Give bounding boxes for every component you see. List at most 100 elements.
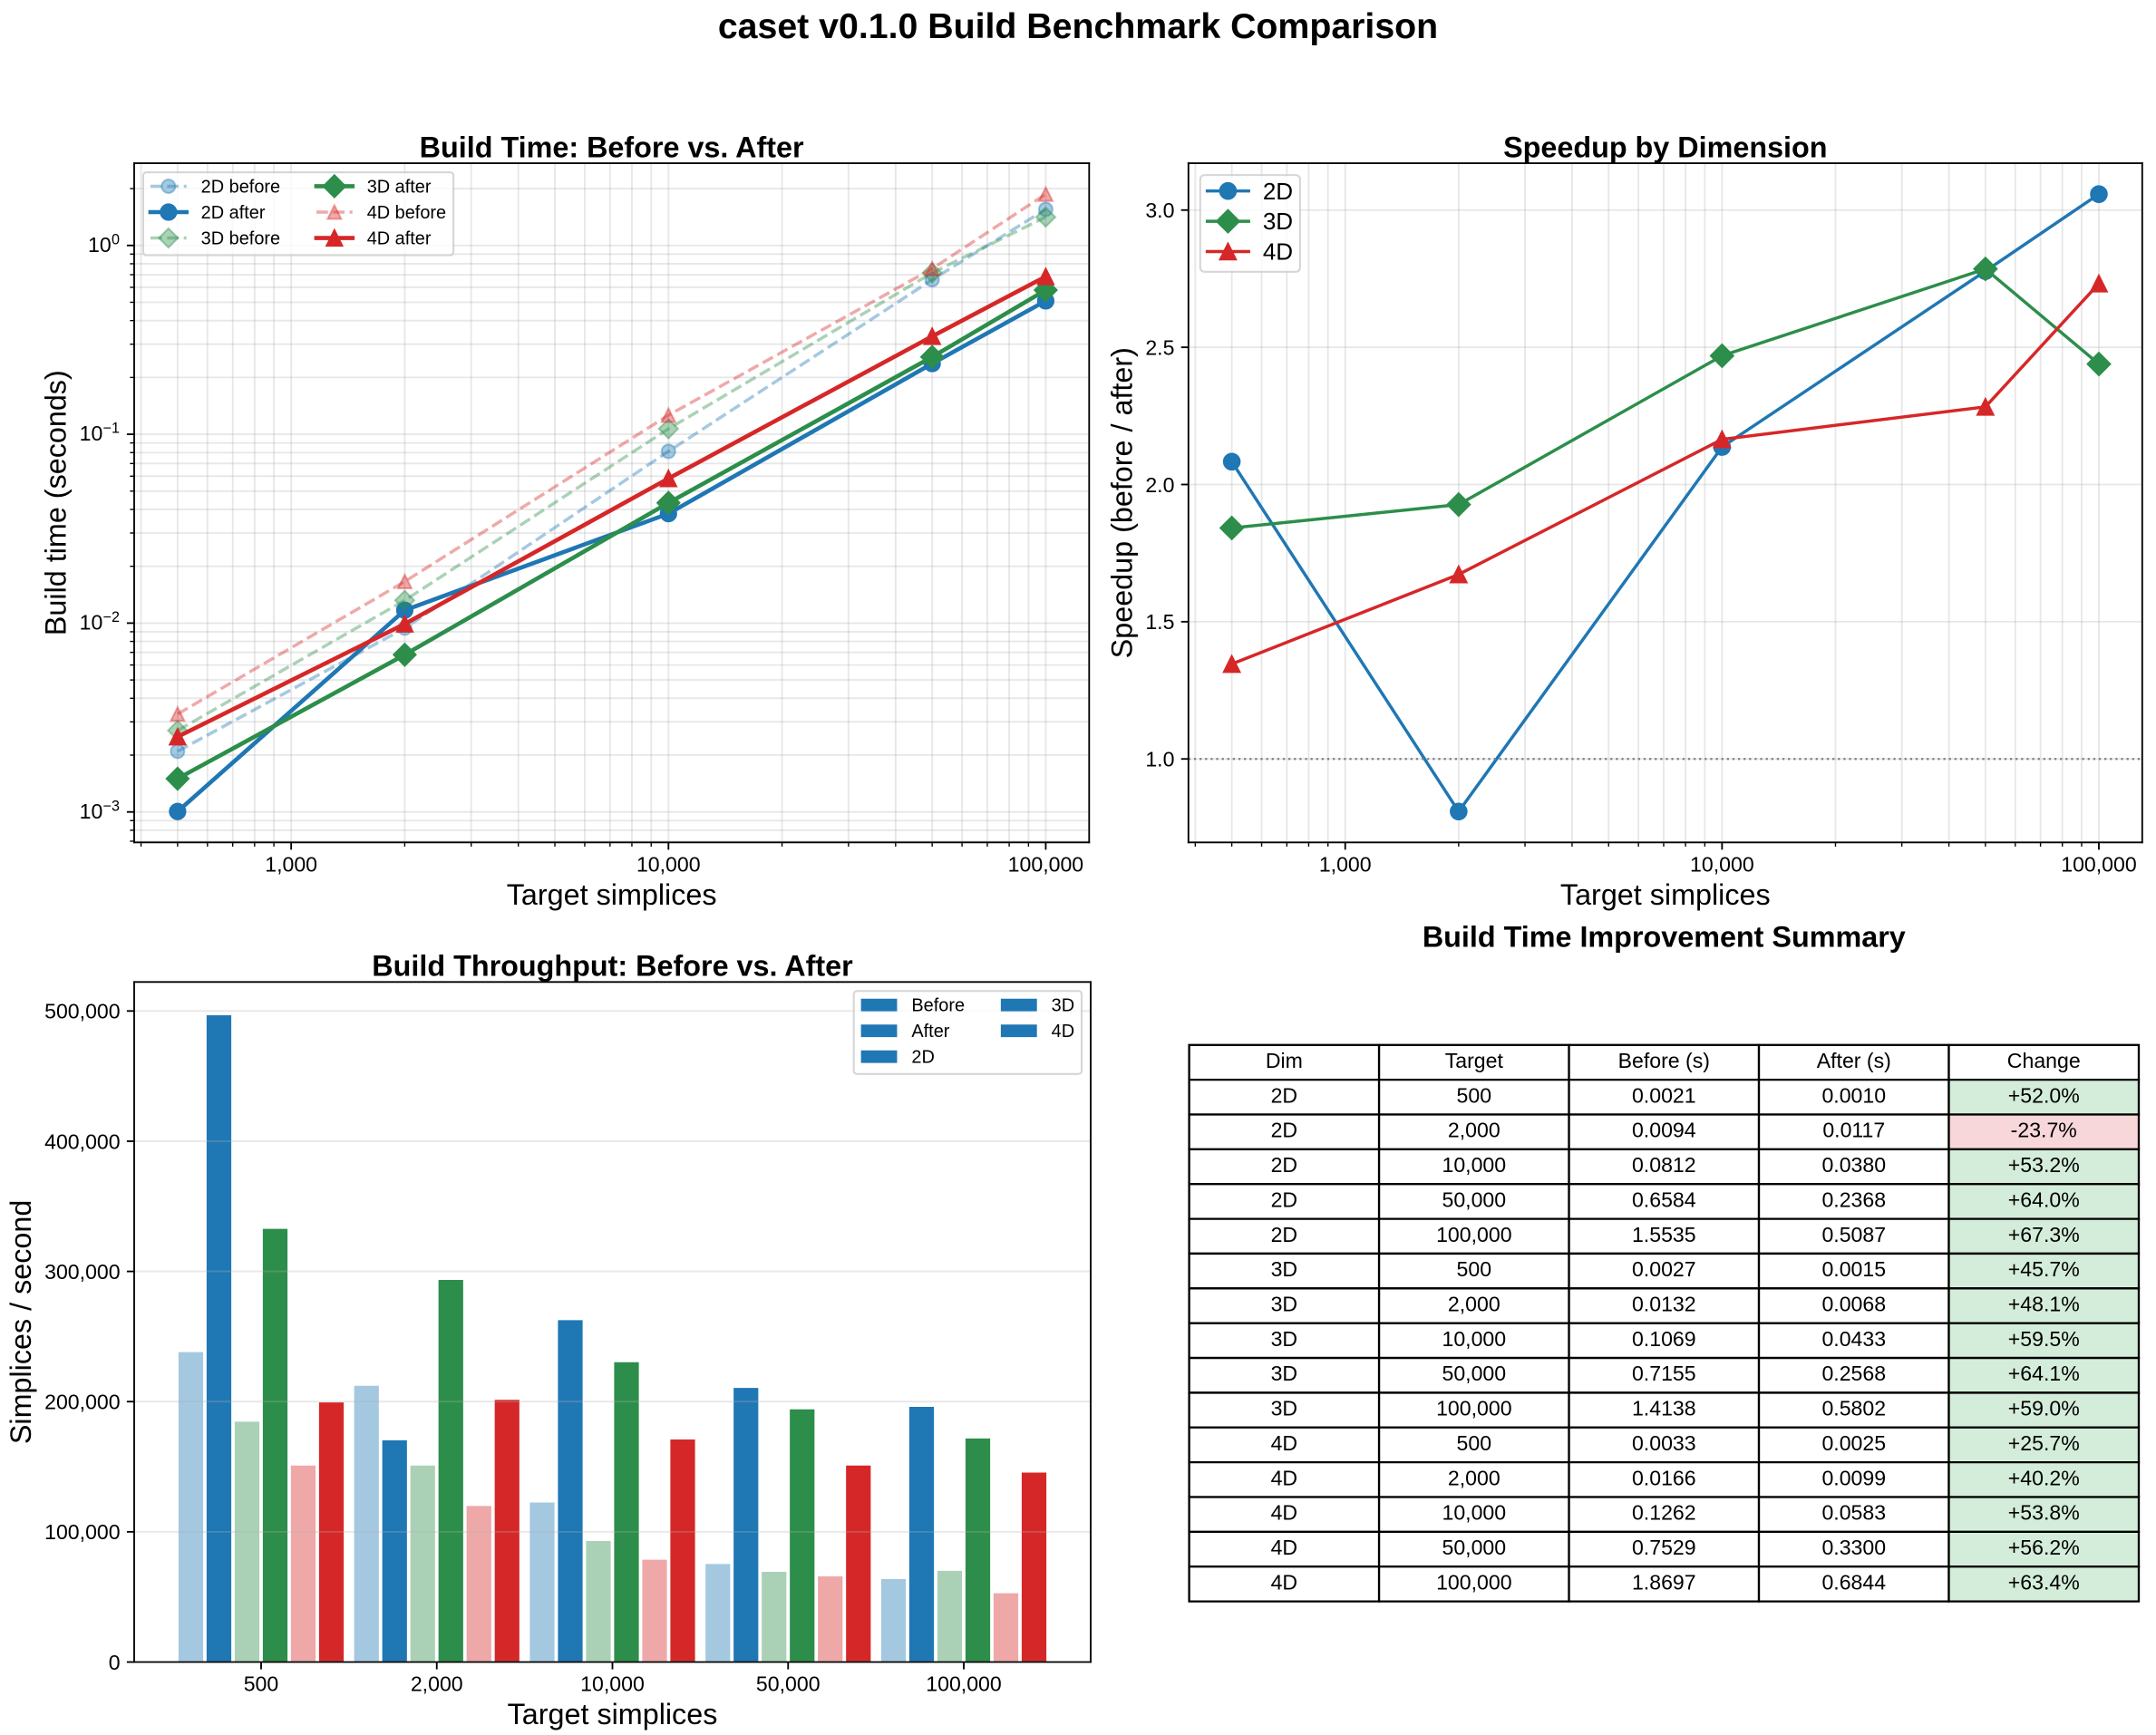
- svg-text:+67.3%: +67.3%: [2008, 1223, 2080, 1246]
- svg-text:0.0094: 0.0094: [1632, 1119, 1696, 1142]
- svg-text:0.0027: 0.0027: [1632, 1257, 1696, 1281]
- svg-text:500: 500: [1457, 1083, 1492, 1107]
- svg-text:2D: 2D: [911, 1048, 934, 1068]
- svg-text:0.7529: 0.7529: [1632, 1536, 1696, 1559]
- svg-text:Build Time: Before vs. After: Build Time: Before vs. After: [420, 131, 804, 163]
- svg-text:3D: 3D: [1271, 1292, 1298, 1315]
- svg-text:caset v0.1.0 Build Benchmark C: caset v0.1.0 Build Benchmark Comparison: [718, 6, 1438, 46]
- svg-text:0.0132: 0.0132: [1632, 1292, 1696, 1315]
- svg-text:3D: 3D: [1263, 208, 1293, 235]
- svg-text:0.2568: 0.2568: [1821, 1362, 1886, 1385]
- svg-text:0.0433: 0.0433: [1821, 1327, 1886, 1351]
- svg-text:10,000: 10,000: [636, 852, 701, 876]
- svg-text:1.4138: 1.4138: [1632, 1397, 1696, 1420]
- svg-text:4D: 4D: [1052, 1022, 1074, 1042]
- svg-text:2D: 2D: [1271, 1153, 1298, 1177]
- svg-text:+53.8%: +53.8%: [2008, 1501, 2080, 1525]
- svg-text:+59.5%: +59.5%: [2008, 1327, 2080, 1351]
- svg-text:After (s): After (s): [1817, 1049, 1891, 1072]
- svg-text:1.0: 1.0: [1145, 748, 1174, 771]
- svg-text:2,000: 2,000: [1448, 1466, 1500, 1489]
- svg-text:0.0015: 0.0015: [1821, 1257, 1886, 1281]
- svg-text:2D: 2D: [1271, 1223, 1298, 1246]
- svg-text:4D: 4D: [1271, 1536, 1298, 1559]
- svg-text:Change: Change: [2007, 1049, 2081, 1072]
- svg-text:100,000: 100,000: [926, 1672, 1001, 1696]
- svg-text:0.0099: 0.0099: [1821, 1466, 1886, 1489]
- svg-text:0.1069: 0.1069: [1632, 1327, 1696, 1351]
- svg-text:2,000: 2,000: [1448, 1292, 1500, 1315]
- svg-text:Simplices / second: Simplices / second: [5, 1200, 37, 1445]
- svg-text:100,000: 100,000: [44, 1520, 120, 1544]
- svg-text:200,000: 200,000: [44, 1391, 120, 1414]
- svg-text:Dim: Dim: [1266, 1049, 1303, 1072]
- svg-text:3D before: 3D before: [201, 228, 280, 248]
- svg-text:0.1262: 0.1262: [1632, 1501, 1696, 1525]
- svg-text:+45.7%: +45.7%: [2008, 1257, 2080, 1281]
- svg-text:+56.2%: +56.2%: [2008, 1536, 2080, 1559]
- svg-text:4D: 4D: [1263, 238, 1293, 266]
- svg-text:1.8697: 1.8697: [1632, 1570, 1696, 1594]
- svg-text:1 0 −: 1 0 − 1: [80, 407, 120, 448]
- svg-text:0.0166: 0.0166: [1632, 1466, 1696, 1489]
- svg-text:500: 500: [1457, 1257, 1492, 1281]
- svg-text:+64.0%: +64.0%: [2008, 1187, 2080, 1211]
- svg-text:10,000: 10,000: [1442, 1327, 1506, 1351]
- svg-text:0.0812: 0.0812: [1632, 1153, 1696, 1177]
- svg-text:300,000: 300,000: [44, 1260, 120, 1284]
- svg-text:4D: 4D: [1271, 1466, 1298, 1489]
- svg-text:Target simplices: Target simplices: [1560, 878, 1771, 911]
- svg-text:10,000: 10,000: [1442, 1153, 1506, 1177]
- svg-text:1 0 −: 1 0 − 3: [80, 784, 120, 825]
- svg-text:0.6584: 0.6584: [1632, 1187, 1696, 1211]
- svg-text:Speedup by Dimension: Speedup by Dimension: [1503, 131, 1827, 163]
- svg-text:2D: 2D: [1271, 1083, 1298, 1107]
- svg-text:+53.2%: +53.2%: [2008, 1153, 2080, 1177]
- svg-text:0.5802: 0.5802: [1821, 1397, 1886, 1420]
- svg-text:0.0025: 0.0025: [1821, 1431, 1886, 1455]
- svg-text:1.5535: 1.5535: [1632, 1223, 1696, 1246]
- svg-text:+52.0%: +52.0%: [2008, 1083, 2080, 1107]
- svg-text:50,000: 50,000: [1442, 1536, 1506, 1559]
- svg-text:Target simplices: Target simplices: [507, 878, 717, 911]
- svg-text:+40.2%: +40.2%: [2008, 1466, 2080, 1489]
- svg-text:Before: Before: [911, 996, 965, 1016]
- svg-text:Speedup (before / after): Speedup (before / after): [1105, 347, 1138, 658]
- svg-text:4D: 4D: [1271, 1501, 1298, 1525]
- svg-text:400,000: 400,000: [44, 1129, 120, 1153]
- svg-text:10,000: 10,000: [1690, 852, 1754, 876]
- svg-text:0.0068: 0.0068: [1821, 1292, 1886, 1315]
- svg-text:After: After: [911, 1022, 949, 1042]
- svg-text:1 0 −: 1 0 − 2: [80, 596, 120, 636]
- svg-text:10,000: 10,000: [580, 1672, 645, 1696]
- svg-text:0.5087: 0.5087: [1821, 1223, 1886, 1246]
- svg-text:1,000: 1,000: [265, 852, 317, 876]
- svg-text:3D: 3D: [1271, 1362, 1298, 1385]
- svg-text:2,000: 2,000: [1448, 1119, 1500, 1142]
- svg-text:+25.7%: +25.7%: [2008, 1431, 2080, 1455]
- svg-text:0.2368: 0.2368: [1821, 1187, 1886, 1211]
- svg-text:4D: 4D: [1271, 1570, 1298, 1594]
- svg-text:2D: 2D: [1271, 1119, 1298, 1142]
- svg-text:0.0583: 0.0583: [1821, 1501, 1886, 1525]
- svg-text:500,000: 500,000: [44, 1000, 120, 1023]
- svg-text:2D: 2D: [1263, 178, 1293, 205]
- svg-text:2,000: 2,000: [411, 1672, 463, 1696]
- svg-text:0.0021: 0.0021: [1632, 1083, 1696, 1107]
- svg-text:100,000: 100,000: [1436, 1397, 1511, 1420]
- svg-text:3D after: 3D after: [367, 177, 432, 197]
- svg-text:Build Throughput: Before vs. A: Build Throughput: Before vs. After: [372, 949, 853, 982]
- svg-text:0.7155: 0.7155: [1632, 1362, 1696, 1385]
- svg-text:0: 0: [109, 1651, 121, 1674]
- svg-text:4D before: 4D before: [367, 203, 446, 223]
- svg-text:+64.1%: +64.1%: [2008, 1362, 2080, 1385]
- svg-text:100,000: 100,000: [1436, 1570, 1511, 1594]
- svg-text:0.0033: 0.0033: [1632, 1431, 1696, 1455]
- svg-text:50,000: 50,000: [1442, 1187, 1506, 1211]
- svg-text:3D: 3D: [1052, 996, 1074, 1016]
- svg-text:100,000: 100,000: [1008, 852, 1083, 876]
- svg-text:+48.1%: +48.1%: [2008, 1292, 2080, 1315]
- svg-text:Target simplices: Target simplices: [508, 1698, 718, 1730]
- svg-text:100,000: 100,000: [1436, 1223, 1511, 1246]
- svg-text:Build Time Improvement Summary: Build Time Improvement Summary: [1423, 921, 1906, 954]
